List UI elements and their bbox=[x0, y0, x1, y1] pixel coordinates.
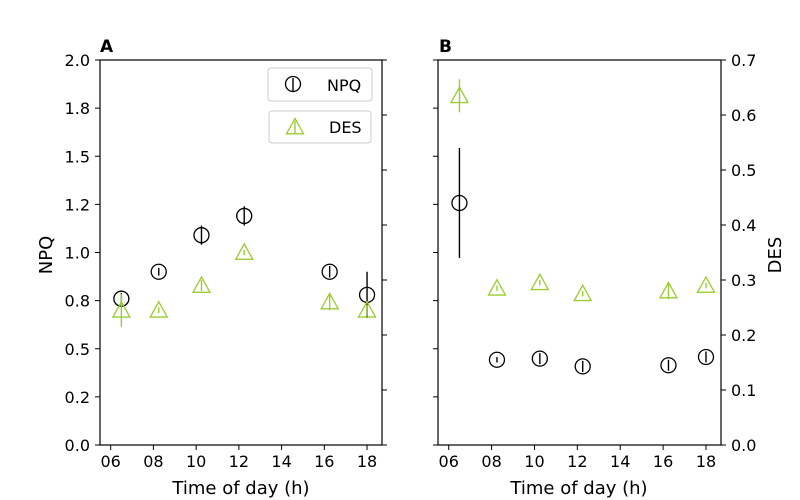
y-tick-label: 1.0 bbox=[65, 244, 90, 263]
x-tick-label: 12 bbox=[567, 452, 587, 471]
panel-b-y-axis-label: DES bbox=[765, 237, 786, 274]
panel-a-secondary-y-ticks bbox=[382, 59, 387, 446]
des-point bbox=[530, 272, 550, 291]
y-tick-label: 0.5 bbox=[731, 161, 756, 180]
y-tick-label: 0.1 bbox=[731, 381, 756, 400]
des-point bbox=[449, 85, 470, 104]
npq-point bbox=[531, 350, 548, 367]
npq-point bbox=[193, 227, 210, 244]
panel-a-x-axis-label: Time of day (h) bbox=[171, 478, 309, 499]
des-point bbox=[487, 278, 507, 296]
x-tick-label: 18 bbox=[357, 452, 377, 471]
y-tick-label: 0.0 bbox=[65, 436, 90, 455]
y-tick-label: 2.0 bbox=[65, 51, 90, 70]
y-tick-label: 1.8 bbox=[65, 99, 90, 118]
y-tick-label: 0.0 bbox=[731, 436, 756, 455]
y-tick-label: 0.2 bbox=[65, 388, 90, 407]
panel-a: A 06 08 10 12 14 16 18 0.0 0.2 0.5 0.8 1.0 1.2 1.5 1.… bbox=[36, 37, 387, 499]
panel-b-x-ticks: 06 08 10 12 14 16 18 bbox=[439, 445, 716, 471]
legend-npq-label: NPQ bbox=[327, 76, 361, 95]
x-tick-label: 10 bbox=[524, 452, 544, 471]
y-tick-label: 0.7 bbox=[731, 51, 756, 70]
x-tick-label: 12 bbox=[229, 452, 249, 471]
panel-a-y-axis-label: NPQ bbox=[36, 236, 57, 275]
panel-b-marks bbox=[449, 79, 716, 375]
y-tick-label: 0.3 bbox=[731, 271, 756, 290]
des-point bbox=[696, 275, 716, 293]
legend-entry-des: DES bbox=[268, 110, 372, 144]
legend-npq-circle bbox=[284, 75, 302, 93]
legend-npq-marker bbox=[284, 75, 302, 93]
panel-b-frame bbox=[437, 59, 722, 446]
des-point bbox=[658, 281, 679, 299]
x-tick-label: 06 bbox=[101, 452, 121, 471]
x-tick-label: 08 bbox=[143, 452, 163, 471]
panel-a-y-ticks: 0.0 0.2 0.5 0.8 1.0 1.2 1.5 1.8 2.0 bbox=[65, 51, 100, 455]
x-tick-label: 10 bbox=[186, 452, 206, 471]
npq-point bbox=[451, 194, 468, 212]
des-point bbox=[234, 242, 254, 260]
y-tick-label: 0.4 bbox=[731, 216, 756, 235]
x-tick-label: 16 bbox=[314, 452, 334, 471]
des-point bbox=[149, 300, 169, 318]
npq-point bbox=[660, 357, 677, 374]
des-point bbox=[111, 300, 131, 318]
panel-b-x-axis-label: Time of day (h) bbox=[509, 478, 647, 499]
legend-entry-npq: NPQ bbox=[267, 67, 373, 102]
y-tick-label: 1.5 bbox=[65, 147, 90, 166]
x-tick-label: 08 bbox=[481, 452, 501, 471]
panel-b-y-ticks: 0.0 0.1 0.2 0.3 0.4 0.5 0.6 0.7 bbox=[721, 51, 756, 455]
legend-des-label: DES bbox=[329, 118, 362, 137]
x-tick-label: 06 bbox=[439, 452, 459, 471]
npq-point bbox=[697, 348, 715, 366]
npq-point bbox=[150, 263, 167, 280]
panel-b: B 06 08 10 12 14 16 18 0.00.10.20.30.40.50.60.… bbox=[433, 37, 786, 499]
y-tick-label: 0.6 bbox=[731, 106, 756, 125]
npq-point bbox=[488, 351, 506, 368]
legend-des-marker bbox=[285, 117, 305, 135]
panel-b-letter: B bbox=[439, 37, 452, 57]
des-point bbox=[357, 300, 377, 318]
y-tick-label: 0.2 bbox=[731, 326, 756, 345]
legend: NPQ DES bbox=[267, 67, 373, 144]
npq-point bbox=[236, 207, 253, 225]
panel-a-marks bbox=[111, 206, 377, 327]
panel-a-x-ticks: 06 08 10 12 14 16 18 bbox=[101, 445, 377, 471]
npq-point bbox=[574, 358, 591, 375]
x-tick-label: 14 bbox=[610, 452, 630, 471]
panel-a-letter: A bbox=[100, 37, 114, 57]
x-tick-label: 18 bbox=[696, 452, 716, 471]
legend-des-triangle bbox=[285, 117, 305, 135]
des-point bbox=[573, 283, 593, 302]
npq-point bbox=[321, 263, 338, 280]
y-tick-label: 0.5 bbox=[65, 340, 90, 359]
des-point bbox=[320, 292, 340, 310]
x-tick-label: 14 bbox=[271, 452, 291, 471]
y-tick-label: 1.2 bbox=[65, 195, 90, 214]
panel-b-secondary-y-ticks bbox=[433, 59, 438, 446]
x-tick-label: 16 bbox=[653, 452, 673, 471]
des-point bbox=[191, 275, 212, 293]
y-tick-label: 0.8 bbox=[65, 292, 90, 311]
